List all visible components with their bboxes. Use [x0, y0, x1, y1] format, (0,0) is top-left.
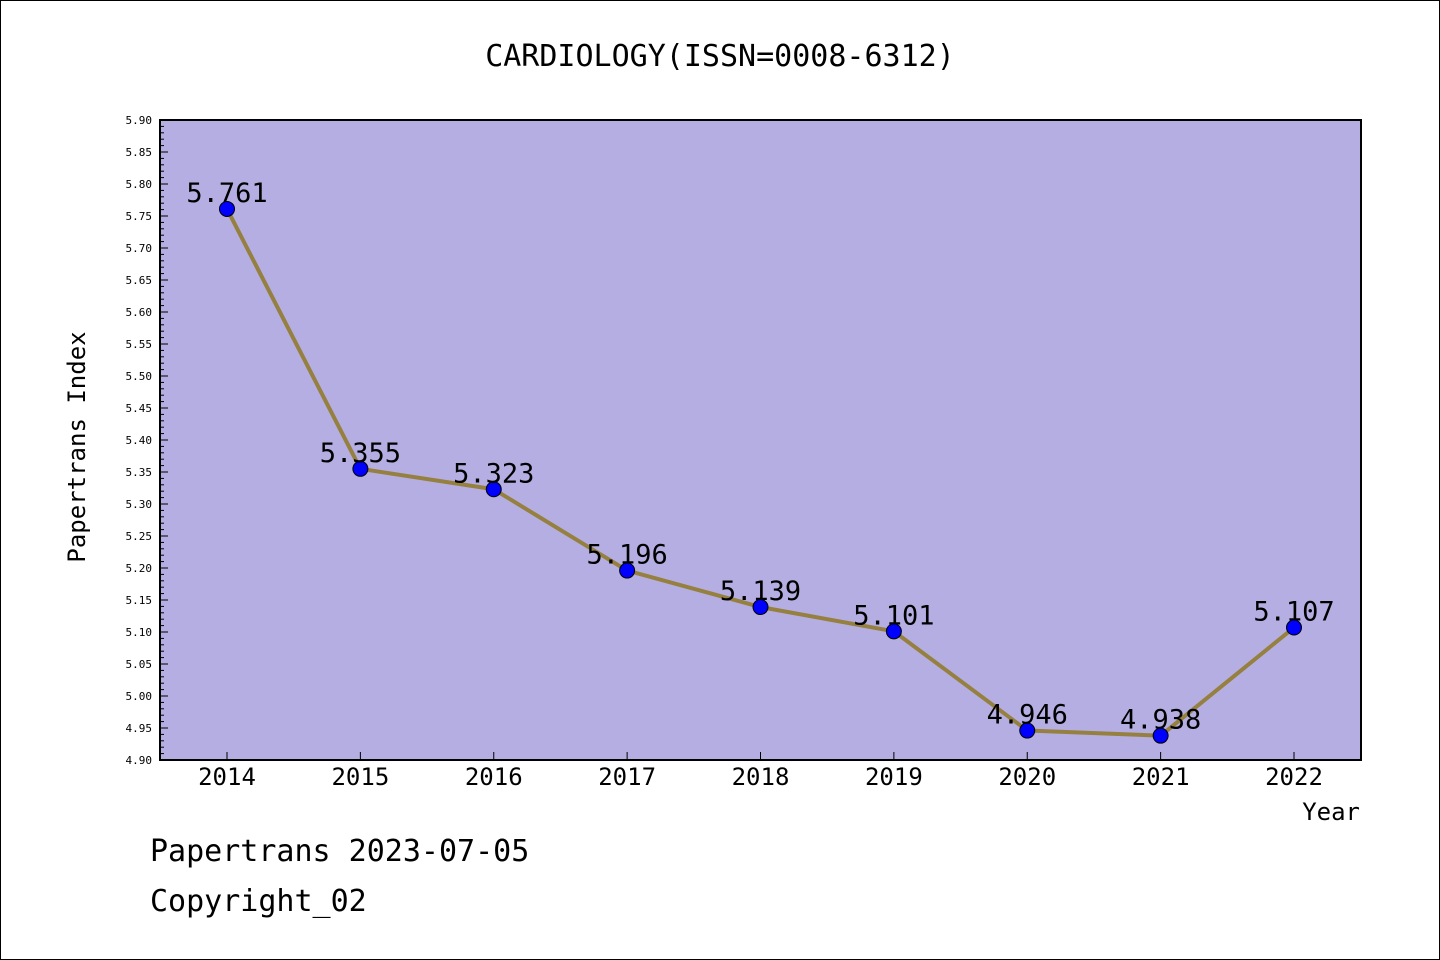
y-tick-label: 5.00 — [126, 690, 153, 703]
y-tick-label: 5.25 — [126, 530, 153, 543]
y-tick-label: 5.55 — [126, 338, 153, 351]
footer-copyright: Copyright_02 — [150, 884, 367, 919]
y-tick-label: 5.75 — [126, 210, 153, 223]
data-label: 5.323 — [453, 458, 534, 489]
data-label: 5.107 — [1253, 597, 1334, 628]
data-point — [619, 562, 636, 579]
x-tick-label: 2017 — [598, 763, 656, 791]
y-tick-label: 5.85 — [126, 146, 153, 159]
y-tick-label: 5.15 — [126, 594, 153, 607]
data-point — [885, 623, 902, 640]
data-point — [1286, 619, 1302, 636]
y-tick-label: 4.90 — [126, 754, 153, 767]
data-point — [352, 460, 369, 477]
data-label: 5.761 — [186, 178, 267, 209]
data-label: 4.946 — [987, 700, 1068, 731]
y-tick-label: 5.05 — [126, 658, 153, 671]
x-axis: 2014 2015 2016 2017 2018 2019 2020 2021 2022 — [198, 752, 1323, 791]
y-tick-label: 5.45 — [126, 402, 153, 415]
data-label: 5.101 — [853, 600, 934, 631]
data-point — [1019, 722, 1036, 739]
y-tick-label: 5.90 — [126, 114, 153, 127]
x-tick-label: 2018 — [732, 763, 790, 791]
y-tick-label: 5.10 — [126, 626, 153, 639]
data-label: 4.938 — [1120, 705, 1201, 736]
x-tick-label: 2014 — [198, 763, 256, 791]
data-point — [1152, 727, 1169, 744]
series-papertrans-index: 5.761 5.355 5.323 5.196 5.139 5.101 4.946 4.938… — [186, 178, 1335, 744]
x-tick-label: 2021 — [1132, 763, 1190, 791]
y-tick-label: 5.65 — [126, 274, 153, 287]
y-tick-label: 5.50 — [126, 370, 153, 383]
y-tick-label: 5.40 — [126, 434, 153, 447]
data-label: 5.139 — [720, 576, 801, 607]
data-point — [485, 481, 502, 498]
y-tick-label: 5.20 — [126, 562, 153, 575]
x-axis-title: Year — [1302, 798, 1360, 826]
y-tick-label: 5.30 — [126, 498, 153, 511]
footer-date: Papertrans 2023-07-05 — [150, 834, 530, 869]
data-label: 5.196 — [586, 540, 667, 571]
data-point — [752, 599, 769, 616]
data-label: 5.355 — [320, 438, 401, 469]
y-axis-title: Papertrans Index — [63, 331, 91, 562]
x-tick-label: 2015 — [331, 763, 389, 791]
x-tick-label: 2016 — [465, 763, 523, 791]
data-point — [219, 200, 235, 217]
y-tick-label: 5.35 — [126, 466, 153, 479]
y-tick-label: 5.60 — [126, 306, 153, 319]
plot-area — [159, 119, 1362, 761]
x-tick-label: 2020 — [998, 763, 1056, 791]
x-tick-label: 2022 — [1265, 763, 1323, 791]
chart-title: CARDIOLOGY(ISSN=0008-6312) — [485, 39, 955, 74]
y-tick-label: 5.70 — [126, 242, 153, 255]
y-axis: 4.90 4.95 5.00 5.05 5.10 5.15 5.20 5.25 5.30 5.35… — [126, 114, 168, 767]
y-tick-label: 5.80 — [126, 178, 153, 191]
y-tick-label: 4.95 — [126, 722, 153, 735]
x-tick-label: 2019 — [865, 763, 923, 791]
